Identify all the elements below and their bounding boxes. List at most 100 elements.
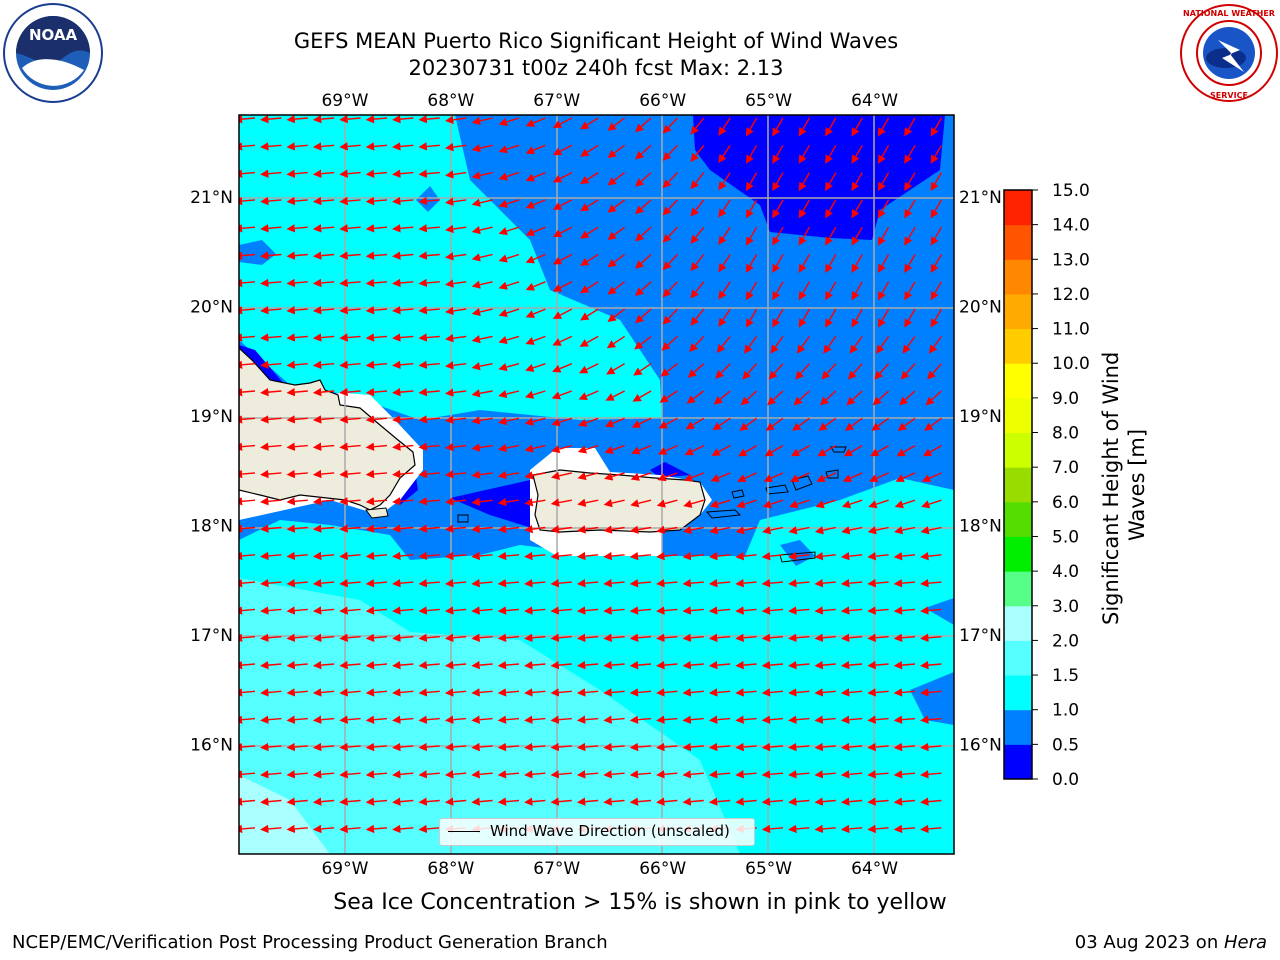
colorbar-segment <box>1004 259 1032 295</box>
wave-direction-arrow <box>444 606 467 615</box>
wave-direction-arrow <box>920 660 942 670</box>
wave-direction-arrow <box>471 497 493 506</box>
wave-direction-arrow <box>392 633 414 643</box>
wave-direction-arrow <box>798 308 811 328</box>
colorbar-segment <box>1004 293 1032 330</box>
wave-direction-arrow <box>392 579 414 588</box>
wave-direction-arrow <box>842 472 863 483</box>
wave-direction-arrow <box>930 144 943 164</box>
wave-direction-arrow <box>761 579 784 588</box>
wave-direction-arrow <box>525 117 546 127</box>
wave-direction-arrow <box>867 606 889 615</box>
wave-direction-arrow <box>716 335 731 354</box>
latitude-labels-left: 21°N 20°N 19°N 18°N 17°N 16°N <box>190 188 233 755</box>
wave-direction-arrow <box>392 606 414 615</box>
colorbar-frame <box>1003 189 1033 780</box>
wave-direction-arrow <box>260 715 282 724</box>
wave-direction-arrow <box>603 525 625 534</box>
wave-direction-arrow <box>444 797 467 806</box>
wave-direction-arrow <box>471 770 493 779</box>
wave-direction-arrow <box>239 606 256 615</box>
wave-direction-arrow <box>392 196 414 206</box>
wave-direction-arrow <box>524 770 546 779</box>
wave-direction-arrow <box>239 142 256 151</box>
wave-direction-arrow <box>286 115 308 124</box>
wave-direction-arrow <box>576 715 599 724</box>
wave-direction-arrow <box>761 688 784 697</box>
wave-direction-arrow <box>814 526 836 535</box>
colorbar-segment <box>1004 571 1032 607</box>
wave-direction-arrow <box>260 770 282 779</box>
wave-direction-arrow <box>921 499 942 509</box>
wave-direction-arrow <box>312 387 335 397</box>
wave-direction-arrow <box>418 142 440 151</box>
wave-height-1.5-2.0 <box>239 578 740 854</box>
wave-direction-arrow <box>682 551 704 561</box>
wave-direction-arrow <box>607 281 626 295</box>
wave-direction-arrow <box>524 715 546 724</box>
wave-direction-arrow <box>339 660 361 670</box>
wave-direction-arrow <box>498 389 520 399</box>
wave-direction-arrow <box>239 551 256 561</box>
wave-direction-arrow <box>823 335 837 354</box>
wave-direction-arrow <box>682 633 704 643</box>
wave-direction-arrow <box>818 417 837 431</box>
wave-direction-arrow <box>772 117 784 137</box>
wave-direction-arrow <box>418 551 440 561</box>
wave-direction-arrow <box>444 497 467 506</box>
wave-direction-arrow <box>550 471 572 480</box>
wave-direction-arrow <box>418 415 440 424</box>
wave-direction-arrow <box>286 251 308 260</box>
wave-direction-arrow <box>920 715 942 724</box>
colorbar-segment <box>1004 501 1032 537</box>
wave-direction-arrow <box>286 715 308 724</box>
wave-direction-arrow <box>682 525 704 535</box>
wave-direction-arrow <box>392 770 414 779</box>
wave-direction-arrow <box>239 469 256 479</box>
wave-direction-arrow <box>684 444 705 456</box>
wave-direction-arrow <box>365 524 388 533</box>
vieques-island <box>705 509 742 519</box>
wave-direction-arrow <box>603 551 625 561</box>
wave-direction-arrow <box>603 797 625 806</box>
wave-direction-arrow <box>552 171 573 183</box>
wave-direction-arrow <box>339 442 361 451</box>
wave-direction-arrow <box>877 281 890 301</box>
wave-direction-arrow <box>761 633 784 643</box>
wave-direction-arrow <box>708 551 731 561</box>
wave-direction-arrow <box>580 172 599 184</box>
wave-direction-arrow <box>498 199 520 208</box>
wave-direction-arrow <box>260 278 282 288</box>
wave-direction-arrow <box>840 579 863 588</box>
wave-direction-arrow <box>418 360 440 370</box>
wave-direction-arrow <box>629 770 652 779</box>
wave-direction-arrow <box>392 824 414 834</box>
wave-direction-arrow <box>871 417 890 431</box>
wave-direction-arrow <box>904 117 916 137</box>
wave-direction-arrow <box>656 660 678 670</box>
wave-direction-arrow <box>418 333 440 342</box>
colorbar-segment <box>1004 605 1032 641</box>
wave-direction-arrow <box>392 469 414 479</box>
wave-direction-arrow <box>365 660 388 670</box>
longitude-labels-bottom: 69°W 68°W 67°W 66°W 65°W 64°W <box>321 859 898 879</box>
colorbar-tick-label: 2.0 <box>1052 631 1079 651</box>
wave-direction-arrow <box>904 144 916 164</box>
wave-direction-arrow <box>339 606 361 615</box>
wave-direction-arrow <box>239 824 256 834</box>
wave-direction-arrow <box>498 171 520 181</box>
wave-direction-arrow <box>763 472 784 483</box>
wave-direction-arrow <box>444 770 467 779</box>
wave-direction-arrow <box>471 524 493 534</box>
lat-label-left: 16°N <box>190 736 233 756</box>
wave-direction-arrow <box>662 172 678 189</box>
colorbar-tick-label: 9.0 <box>1052 389 1079 409</box>
colorbar-tick-label: 0.0 <box>1052 770 1079 790</box>
wave-direction-arrow <box>365 633 388 643</box>
wave-direction-arrow <box>260 688 282 697</box>
wave-direction-arrow <box>550 579 572 588</box>
wave-direction-arrow <box>444 688 467 697</box>
wave-direction-arrow <box>930 199 943 219</box>
wave-direction-arrow <box>689 335 705 352</box>
wave-direction-arrow <box>735 688 757 697</box>
